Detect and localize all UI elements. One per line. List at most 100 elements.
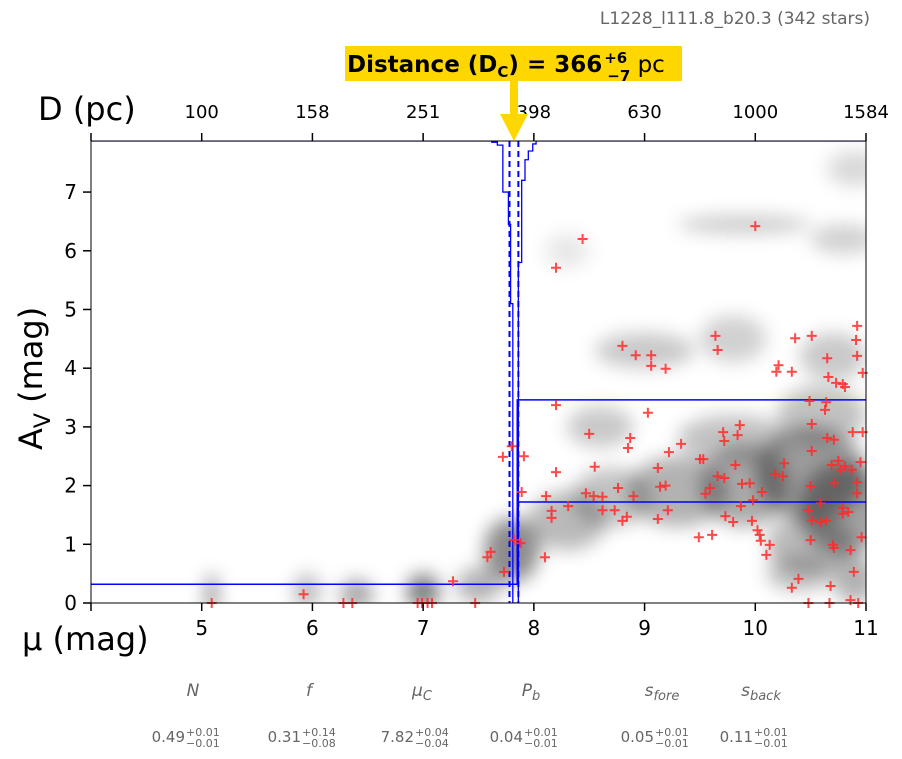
star-point — [655, 481, 666, 492]
parameter-minus: −0.01 — [524, 737, 558, 750]
annotation-arrow — [500, 81, 528, 141]
star-point — [735, 501, 746, 512]
histogram-steps — [491, 141, 537, 603]
y-label-unit: (mag) — [12, 307, 50, 413]
parameter-value: 0.11 — [720, 728, 753, 746]
star-point — [734, 420, 745, 431]
density-blob — [677, 215, 811, 234]
density-blob — [699, 315, 767, 363]
star-point — [828, 434, 839, 445]
star-point — [642, 407, 653, 418]
parameter-minus: −0.01 — [186, 737, 220, 750]
star-point — [551, 400, 561, 411]
star-point — [822, 353, 833, 364]
star-point — [563, 501, 574, 512]
annotation-prefix: Distance (D — [347, 52, 497, 78]
star-point — [805, 535, 816, 546]
star-point — [828, 478, 839, 489]
distance-histogram — [91, 141, 866, 603]
star-point — [515, 538, 526, 549]
star-point — [580, 488, 591, 499]
x-tick-label: 9 — [638, 616, 651, 640]
top-axis-label: D (pc) — [38, 90, 136, 128]
star-point — [744, 478, 755, 489]
star-point — [847, 427, 858, 438]
star-point — [609, 505, 620, 516]
star-point — [806, 515, 817, 526]
x-tick-label: 5 — [195, 616, 208, 640]
star-point — [777, 471, 788, 482]
parameter-plus: +0.14 — [302, 726, 336, 739]
star-point — [846, 464, 857, 475]
top-tick-label: 630 — [627, 102, 661, 123]
star-point — [839, 381, 850, 392]
star-points — [206, 221, 868, 608]
star-point — [646, 350, 657, 361]
star-point — [730, 460, 741, 471]
parameter-name: sfore — [645, 681, 680, 704]
star-point — [754, 529, 765, 540]
density-blob — [293, 573, 321, 603]
parameter-value: 0.04 — [490, 728, 523, 746]
density-blob — [766, 556, 833, 592]
annotation-minus: −7 — [607, 67, 630, 85]
annotation-value: ) = 366 — [508, 52, 602, 78]
star-point — [720, 511, 731, 522]
distance-annotation: Distance (DC) = 366 +6 −7 pc — [347, 49, 665, 85]
parameter-minus: −0.01 — [754, 737, 788, 750]
star-point — [815, 498, 826, 509]
star-point — [852, 350, 863, 361]
star-point — [652, 514, 663, 525]
density-blob — [677, 415, 789, 463]
star-point — [541, 491, 552, 502]
star-point — [779, 458, 790, 469]
density-blob — [206, 573, 218, 603]
star-point — [613, 482, 623, 493]
density-blob — [484, 517, 540, 583]
parameter-value: 7.82 — [381, 728, 414, 746]
star-point — [803, 505, 814, 516]
density-blob — [406, 573, 440, 603]
star-point — [790, 333, 801, 344]
star-point — [589, 461, 600, 472]
parameter-name: N — [187, 681, 200, 701]
star-point — [646, 360, 657, 371]
y-tick-label: 2 — [64, 474, 77, 498]
y-label-sub: V — [31, 413, 56, 428]
svg-text:AV (mag): AV (mag) — [12, 307, 56, 450]
star-point — [756, 487, 767, 498]
star-point — [518, 451, 529, 462]
star-point — [551, 467, 561, 478]
star-point — [482, 552, 493, 563]
parameter-name: μC — [411, 681, 433, 704]
y-tick-label: 3 — [64, 415, 77, 439]
star-point — [298, 589, 309, 600]
x-tick-label: 10 — [743, 616, 768, 640]
x-axis-label: μ (mag) — [22, 620, 149, 658]
star-point — [821, 397, 832, 408]
star-point — [539, 552, 550, 563]
star-point — [516, 487, 527, 498]
annotation-unit: pc — [630, 52, 665, 78]
star-point — [833, 455, 844, 466]
star-point — [752, 525, 763, 536]
annotation-box — [345, 46, 682, 81]
star-point — [845, 545, 856, 556]
star-point — [828, 542, 839, 553]
top-tick-label: 100 — [185, 102, 219, 123]
top-tick-label: 158 — [295, 102, 329, 123]
y-tick-label: 5 — [64, 297, 77, 321]
star-point — [852, 320, 863, 331]
star-point — [852, 477, 863, 488]
top-tick-label: 1000 — [732, 102, 778, 123]
star-point — [826, 460, 837, 471]
y-axis-label: AV (mag) — [12, 307, 56, 450]
star-point — [719, 472, 730, 483]
star-point — [617, 340, 628, 351]
star-point — [848, 566, 859, 577]
star-point — [770, 468, 781, 479]
star-point — [712, 471, 723, 482]
y-tick-label: 0 — [64, 591, 77, 615]
star-point — [856, 532, 867, 543]
